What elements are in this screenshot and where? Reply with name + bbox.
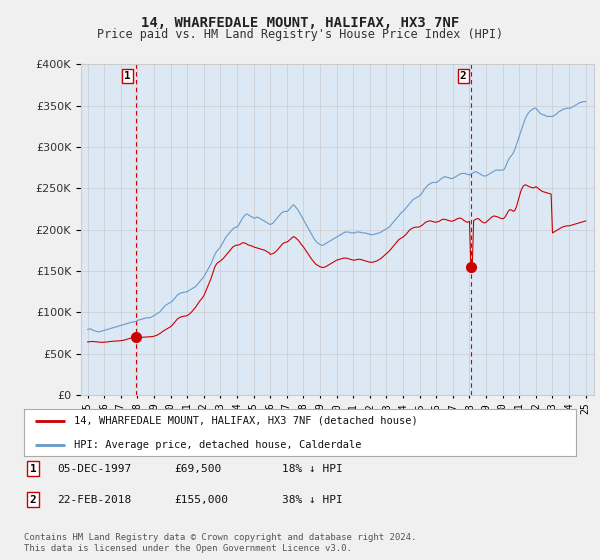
Text: 1: 1: [29, 464, 37, 474]
Text: 2: 2: [460, 71, 466, 81]
Text: HPI: Average price, detached house, Calderdale: HPI: Average price, detached house, Cald…: [74, 440, 361, 450]
Text: 22-FEB-2018: 22-FEB-2018: [57, 494, 131, 505]
Text: Price paid vs. HM Land Registry's House Price Index (HPI): Price paid vs. HM Land Registry's House …: [97, 28, 503, 41]
Text: 2: 2: [29, 494, 37, 505]
Text: 38% ↓ HPI: 38% ↓ HPI: [282, 494, 343, 505]
Text: 18% ↓ HPI: 18% ↓ HPI: [282, 464, 343, 474]
Text: 1: 1: [124, 71, 131, 81]
Text: Contains HM Land Registry data © Crown copyright and database right 2024.
This d: Contains HM Land Registry data © Crown c…: [24, 533, 416, 553]
Text: 14, WHARFEDALE MOUNT, HALIFAX, HX3 7NF (detached house): 14, WHARFEDALE MOUNT, HALIFAX, HX3 7NF (…: [74, 416, 418, 426]
Text: £155,000: £155,000: [174, 494, 228, 505]
Text: 14, WHARFEDALE MOUNT, HALIFAX, HX3 7NF: 14, WHARFEDALE MOUNT, HALIFAX, HX3 7NF: [141, 16, 459, 30]
Text: 05-DEC-1997: 05-DEC-1997: [57, 464, 131, 474]
Text: £69,500: £69,500: [174, 464, 221, 474]
